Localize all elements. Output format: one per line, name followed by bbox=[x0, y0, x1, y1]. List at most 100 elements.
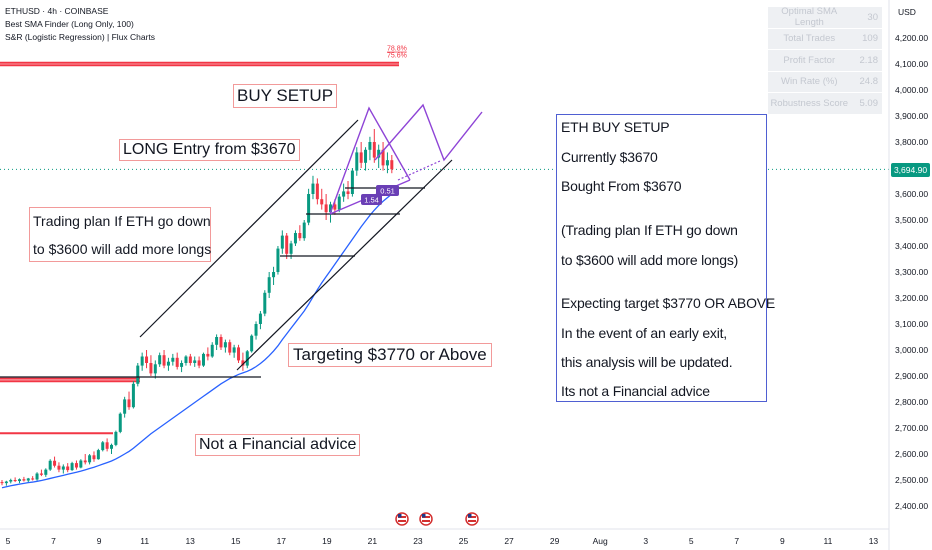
candle bbox=[48, 460, 52, 470]
not-financial-advice-label[interactable]: Not a Financial advice bbox=[195, 434, 361, 456]
time-tick-label: 9 bbox=[780, 536, 785, 546]
flag-stripe bbox=[468, 516, 476, 518]
price-tick-label: 3,600.00 bbox=[895, 189, 928, 199]
last-price-tag: 3,694.90 bbox=[891, 163, 930, 177]
stat-row: Robustness Score 5.09 bbox=[768, 93, 882, 115]
time-tick-label: 27 bbox=[504, 536, 514, 546]
price-tick-label: 2,600.00 bbox=[895, 449, 928, 459]
candle bbox=[140, 356, 144, 366]
candle bbox=[342, 191, 346, 197]
currency-label: USD bbox=[898, 7, 916, 17]
ratio-tag-text: 0.51 bbox=[380, 187, 395, 196]
candle bbox=[9, 480, 13, 482]
price-tick-label: 2,400.00 bbox=[895, 501, 928, 511]
stat-label: Robustness Score bbox=[770, 97, 849, 109]
candle bbox=[74, 463, 78, 468]
candle bbox=[280, 235, 284, 249]
candle bbox=[101, 442, 105, 451]
candle bbox=[118, 413, 122, 432]
candles bbox=[0, 129, 394, 486]
candle bbox=[324, 204, 328, 213]
pct-label: 75.6% bbox=[387, 53, 407, 60]
candle bbox=[96, 450, 100, 460]
channel-lower-line bbox=[236, 159, 453, 371]
indicator-sr-flux[interactable]: S&R (Logistic Regression) | Flux Charts bbox=[5, 32, 156, 42]
price-tick-label: 4,000.00 bbox=[895, 85, 928, 95]
candle bbox=[92, 455, 96, 460]
candle bbox=[180, 363, 184, 367]
candle bbox=[276, 248, 280, 272]
time-axis[interactable]: 5 7 9 11 13 15 17 19 21 23 25 27 29 Aug 3 5 7 9 11 13 bbox=[0, 528, 889, 546]
candle bbox=[272, 272, 276, 278]
time-tick-label: 21 bbox=[368, 536, 378, 546]
targeting-label[interactable]: Targeting $3770 or Above bbox=[288, 343, 492, 367]
time-tick-label: 13 bbox=[185, 536, 195, 546]
long-entry-label[interactable]: LONG Entry from $3670 bbox=[119, 139, 300, 161]
stat-label: Optimal SMA Length bbox=[781, 6, 838, 29]
stat-row: Optimal SMA Length 30 bbox=[768, 6, 882, 29]
sma-line bbox=[1, 193, 393, 489]
candle bbox=[372, 142, 376, 158]
candle bbox=[197, 360, 201, 366]
info-line-4: (Trading plan If ETH go down bbox=[561, 222, 738, 238]
time-tick-label: 25 bbox=[459, 536, 469, 546]
candle bbox=[241, 360, 245, 366]
candle bbox=[293, 233, 297, 244]
flag-stripe bbox=[398, 520, 406, 522]
candle bbox=[210, 344, 214, 357]
setup-info-box[interactable]: ETH BUY SETUP Currently $3670 Bought Fro… bbox=[556, 114, 775, 402]
candle bbox=[215, 337, 219, 345]
time-tick-label: 11 bbox=[823, 536, 832, 546]
stat-label: Win Rate (%) bbox=[781, 76, 838, 88]
candle bbox=[39, 473, 43, 475]
info-line-3: Bought From $3670 bbox=[561, 178, 682, 194]
ratio-tag bbox=[376, 185, 399, 196]
stat-row: Win Rate (%) 24.8 bbox=[768, 72, 882, 93]
candle bbox=[149, 363, 153, 374]
stat-row: Profit Factor 2.18 bbox=[768, 50, 882, 72]
candle bbox=[162, 355, 166, 366]
candle bbox=[79, 460, 83, 468]
info-line-7: In the event of an early exit, bbox=[561, 325, 727, 341]
time-tick-label: 11 bbox=[140, 536, 149, 546]
sma-30-line bbox=[1, 193, 393, 489]
flag-stripe bbox=[422, 520, 430, 522]
stat-value: 2.18 bbox=[859, 54, 879, 66]
time-tick-label: 9 bbox=[97, 536, 102, 546]
flag-canton bbox=[422, 514, 426, 518]
candle bbox=[127, 399, 131, 408]
stat-value: 109 bbox=[862, 33, 878, 45]
candle bbox=[13, 480, 17, 482]
candle bbox=[385, 160, 389, 166]
candle bbox=[298, 233, 302, 239]
candle bbox=[88, 455, 92, 463]
candle bbox=[188, 356, 192, 363]
price-tick-label: 3,000.00 bbox=[895, 345, 928, 355]
info-line-2: Currently $3670 bbox=[561, 149, 658, 165]
candle bbox=[123, 399, 127, 414]
price-tick-label: 3,900.00 bbox=[895, 111, 928, 121]
price-tick-label: 2,900.00 bbox=[895, 371, 928, 381]
info-line-1: ETH BUY SETUP bbox=[561, 119, 670, 135]
trading-plan-note[interactable]: Trading plan If ETH go down to $3600 wil… bbox=[29, 207, 211, 262]
us-flag-icon bbox=[419, 512, 433, 526]
candle bbox=[390, 160, 394, 170]
price-axis[interactable]: 4,200.00 4,100.00 4,000.00 3,900.00 3,800.00… bbox=[888, 0, 928, 550]
buy-setup-label[interactable]: BUY SETUP bbox=[233, 84, 338, 108]
economic-events bbox=[395, 512, 479, 526]
us-flag-icon bbox=[465, 512, 479, 526]
channel-upper-line bbox=[139, 119, 359, 338]
candle bbox=[0, 482, 4, 484]
candle bbox=[311, 183, 315, 194]
time-tick-label: 17 bbox=[277, 536, 287, 546]
flag-stripe bbox=[468, 520, 476, 522]
price-tick-label: 3,800.00 bbox=[895, 137, 928, 147]
indicator-sma-finder[interactable]: Best SMA Finder (Long Only, 100) bbox=[5, 19, 134, 29]
candle bbox=[57, 465, 61, 470]
candle bbox=[193, 360, 197, 363]
candle bbox=[350, 170, 354, 194]
flag-stripe bbox=[422, 516, 430, 518]
info-line-5: to $3600 will add more longs) bbox=[561, 252, 739, 268]
candle bbox=[184, 356, 188, 363]
time-tick-label: 19 bbox=[322, 536, 332, 546]
